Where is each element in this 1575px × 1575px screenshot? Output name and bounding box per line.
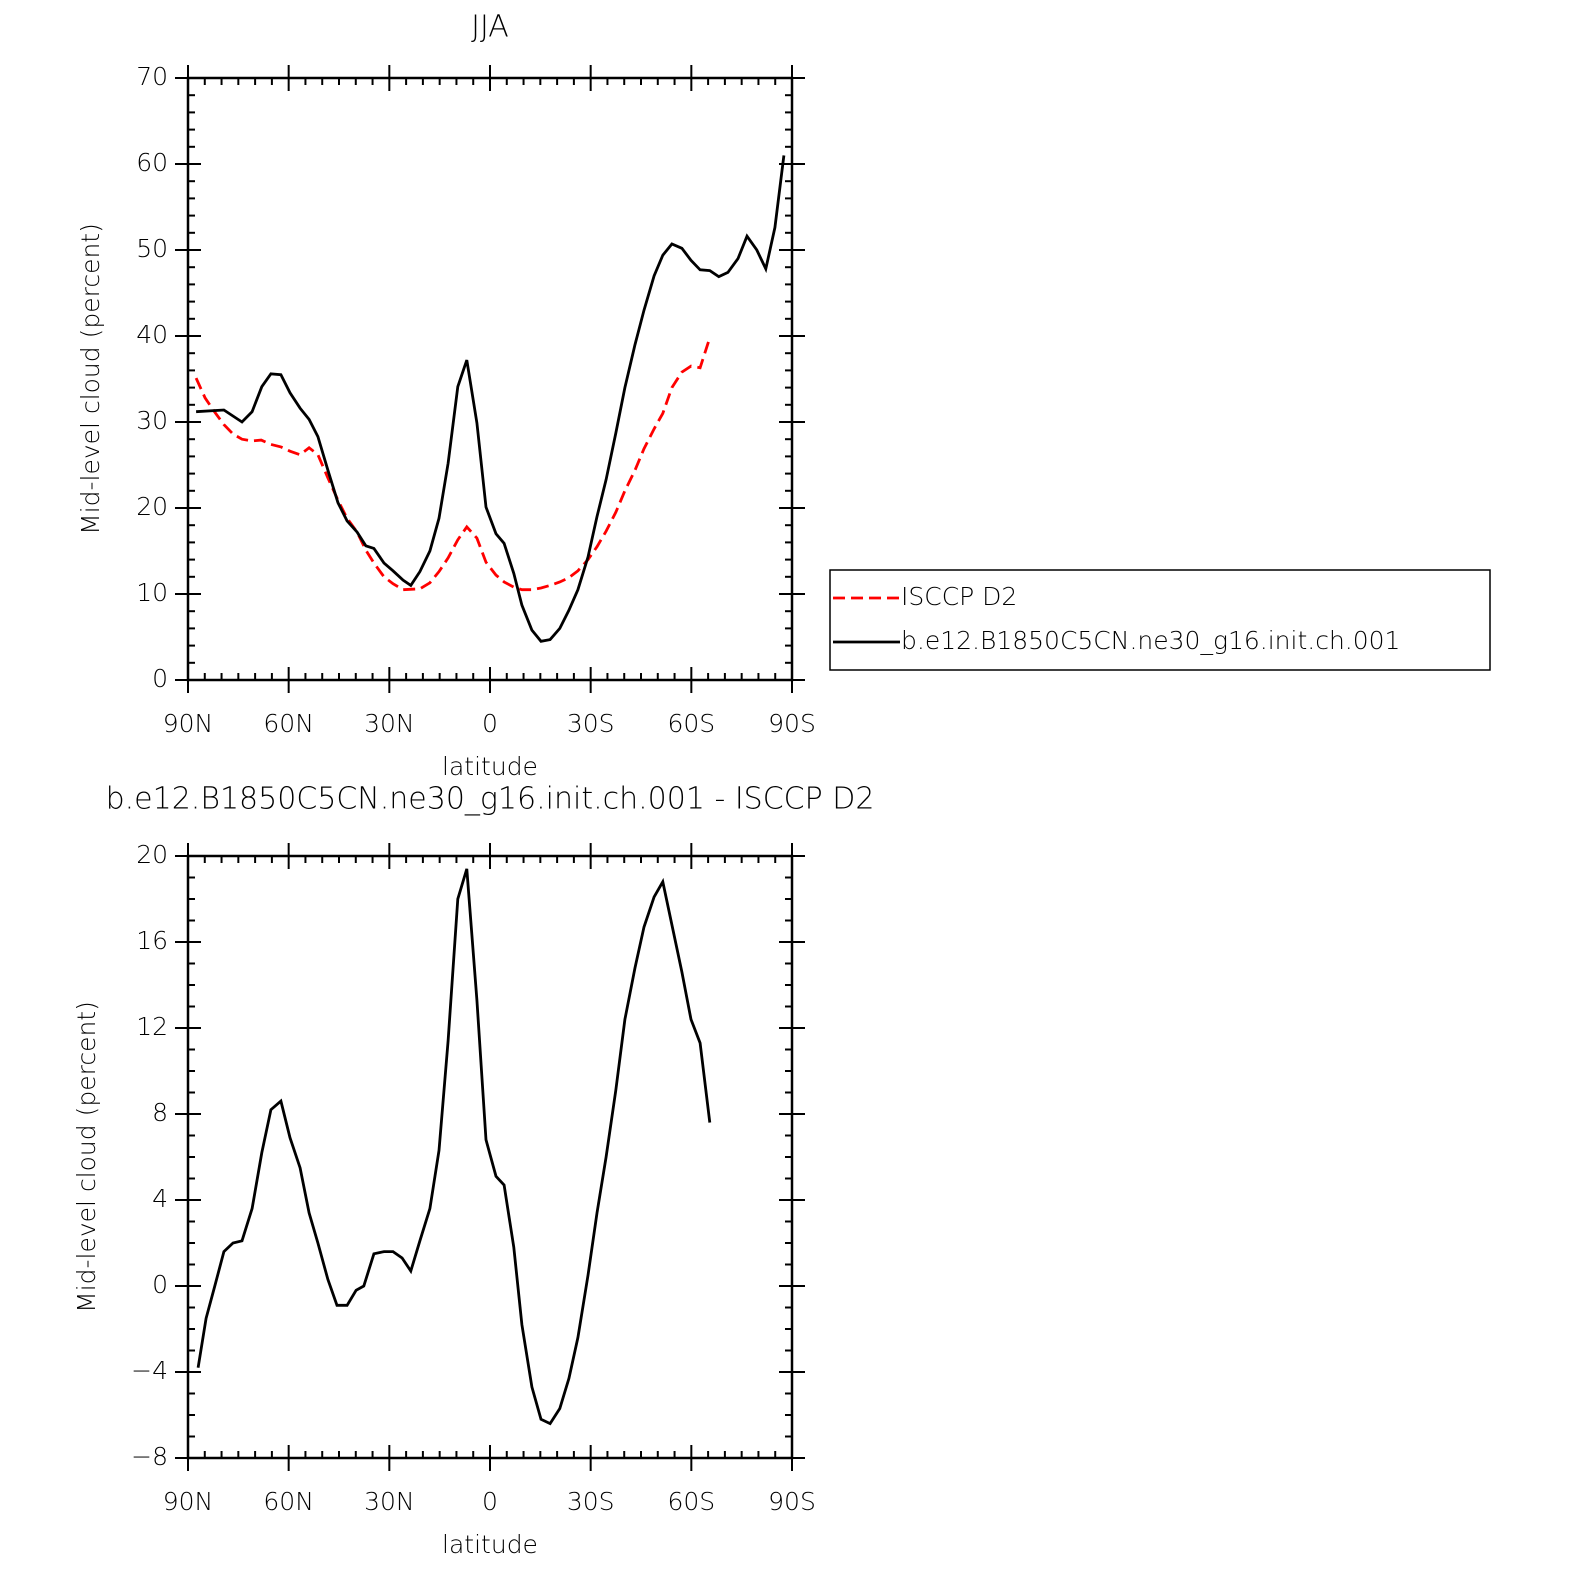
x-tick-label: 90S <box>768 709 816 738</box>
y-tick-label: −8 <box>131 1442 168 1471</box>
x-tick-label: 60N <box>263 1487 314 1516</box>
y-tick-label: 4 <box>152 1184 168 1213</box>
legend-label: ISCCP D2 <box>901 582 1017 611</box>
x-tick-label: 30N <box>364 1487 415 1516</box>
y-tick-label: 16 <box>136 926 168 955</box>
y-axis-label: Mid-level cloud (percent) <box>76 223 105 535</box>
y-tick-label: −4 <box>131 1356 168 1385</box>
x-axis-label: latitude <box>442 1530 538 1559</box>
y-tick-label: 40 <box>136 320 168 349</box>
y-tick-label: 8 <box>152 1098 168 1127</box>
x-axis-label: latitude <box>442 752 538 781</box>
series-line <box>196 868 712 1426</box>
series-line <box>194 337 712 592</box>
y-tick-label: 70 <box>136 62 168 91</box>
x-tick-label: 90N <box>163 1487 214 1516</box>
y-tick-label: 0 <box>152 664 168 693</box>
legend-label: b.e12.B1850C5CN.ne30_g16.init.ch.001 <box>901 626 1400 655</box>
x-tick-label: 90N <box>163 709 214 738</box>
x-tick-label: 60N <box>263 709 314 738</box>
y-tick-label: 0 <box>152 1270 168 1299</box>
series-line <box>196 155 786 643</box>
chart-title: b.e12.B1850C5CN.ne30_g16.init.ch.001 - I… <box>106 782 875 817</box>
y-tick-label: 30 <box>136 406 168 435</box>
x-tick-label: 30N <box>364 709 415 738</box>
x-tick-label: 30S <box>567 709 615 738</box>
x-tick-label: 90S <box>768 1487 816 1516</box>
x-tick-label: 60S <box>667 709 715 738</box>
y-tick-label: 12 <box>136 1012 168 1041</box>
plot-frame <box>186 76 794 682</box>
chart-title: JJA <box>471 10 509 45</box>
x-tick-label: 0 <box>482 709 498 738</box>
y-tick-label: 60 <box>136 148 168 177</box>
x-tick-label: 30S <box>567 1487 615 1516</box>
x-tick-label: 0 <box>482 1487 498 1516</box>
x-tick-label: 60S <box>667 1487 715 1516</box>
y-tick-label: 50 <box>136 234 168 263</box>
legend-box <box>829 569 1491 671</box>
y-tick-label: 20 <box>136 840 168 869</box>
y-tick-label: 10 <box>136 578 168 607</box>
y-axis-label: Mid-level cloud (percent) <box>72 1001 101 1313</box>
y-tick-label: 20 <box>136 492 168 521</box>
